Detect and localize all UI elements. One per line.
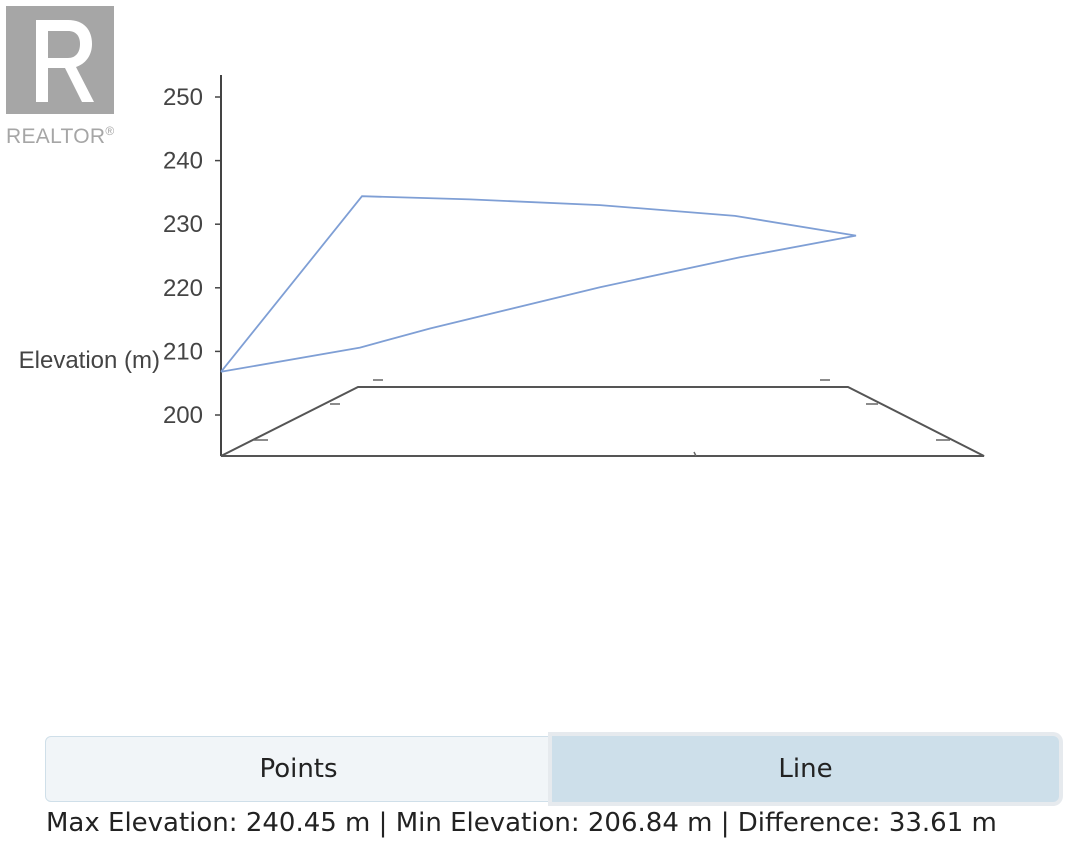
- line-button[interactable]: Line: [552, 736, 1059, 802]
- y-tick-label: 210: [163, 338, 203, 365]
- elevation-line: [220, 195, 857, 373]
- base-tick: [693, 451, 697, 457]
- y-tick-label: 220: [163, 275, 203, 302]
- difference-label: Difference:: [737, 808, 881, 838]
- stats-separator: |: [720, 808, 730, 838]
- elevation-stats: Max Elevation: 240.45 m | Min Elevation:…: [46, 808, 997, 838]
- chart-base-plane: [220, 386, 985, 457]
- stats-separator: |: [378, 808, 388, 838]
- y-tick-label: 250: [163, 84, 203, 111]
- realtor-logo: REALTOR®: [6, 6, 124, 148]
- y-axis-title: Elevation (m): [19, 347, 160, 374]
- y-tick-label: 200: [163, 402, 203, 429]
- view-mode-toggle: Points Line: [45, 736, 1059, 802]
- realtor-logo-text: REALTOR®: [6, 124, 115, 148]
- difference-value: 33.61 m: [888, 808, 997, 838]
- y-tick-label: 240: [163, 148, 203, 175]
- min-elevation-value: 206.84 m: [587, 808, 713, 838]
- min-elevation-label: Min Elevation:: [395, 808, 580, 838]
- max-elevation-label: Max Elevation:: [46, 808, 238, 838]
- realtor-r-logo-icon: [6, 6, 114, 114]
- elevation-chart: 200 210 220 230 240 250 Elevation (m): [19, 75, 985, 457]
- max-elevation-value: 240.45 m: [245, 808, 371, 838]
- y-tick-label: 230: [163, 211, 203, 238]
- points-button[interactable]: Points: [45, 736, 552, 802]
